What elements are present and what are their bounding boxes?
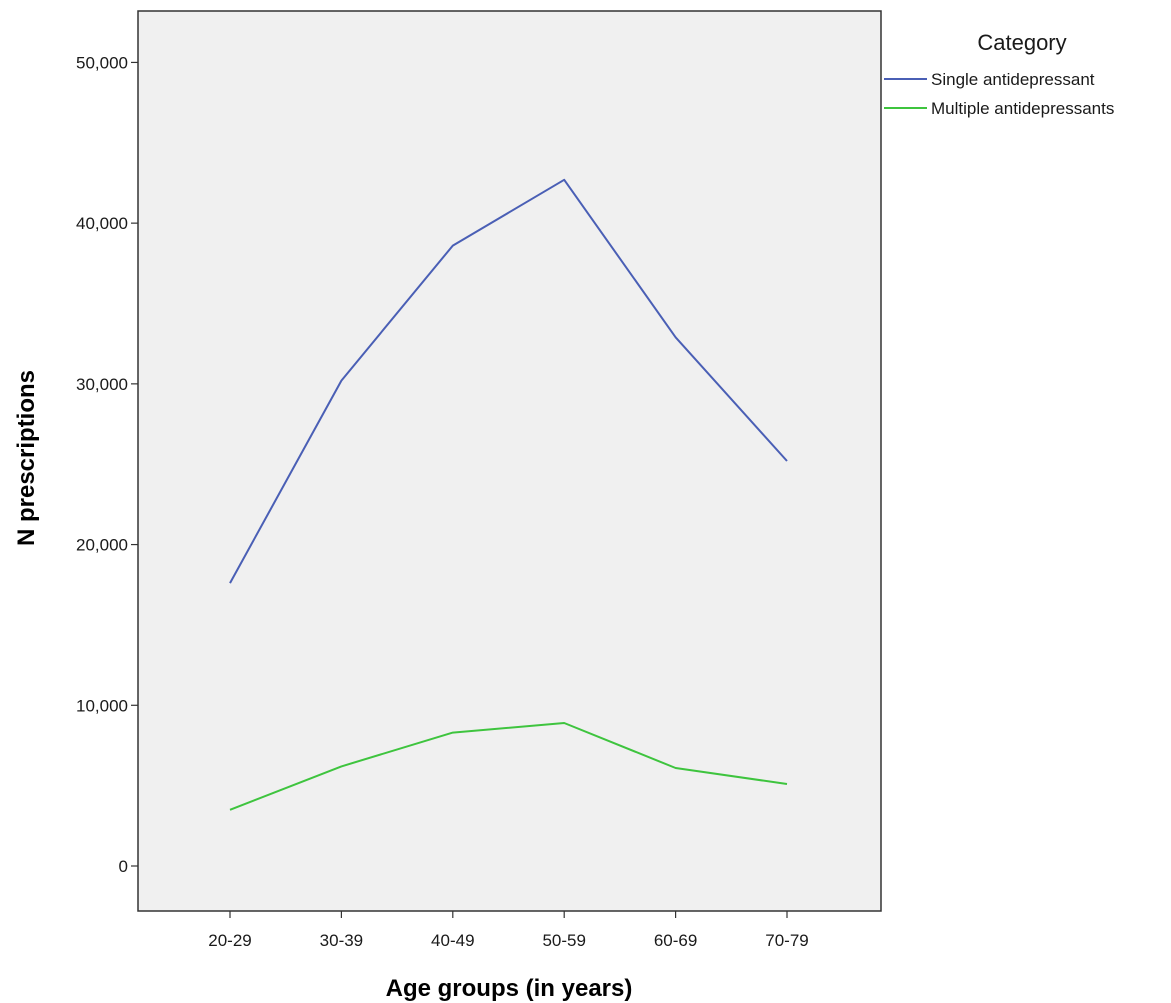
y-tick-label: 10,000 [76,696,128,715]
y-axis-title: N prescriptions [13,370,40,546]
series-line-1 [229,178,788,584]
y-axis: 0 10,000 20,000 30,000 40,000 50,000 [76,53,138,876]
legend-label: Single antidepressant [931,70,1095,89]
x-tick-label: 40-49 [431,931,474,950]
legend: Category Single antidepressant Multiple a… [884,30,1114,118]
legend-title: Category [977,30,1066,55]
x-tick-label: 20-29 [208,931,251,950]
x-tick-label: 50-59 [542,931,585,950]
y-tick-label: 0 [119,857,128,876]
legend-label: Multiple antidepressants [931,99,1114,118]
x-axis-title: Age groups (in years) [386,975,633,1002]
x-tick-label: 30-39 [320,931,363,950]
series-layer [229,178,788,811]
y-tick-label: 50,000 [76,53,128,72]
y-tick-label: 40,000 [76,214,128,233]
plot-area [137,10,882,912]
x-axis: 20-29 30-39 40-49 50-59 60-69 70-79 [208,911,809,950]
y-tick-label: 20,000 [76,536,128,555]
x-tick-label: 70-79 [765,931,808,950]
y-tick-label: 30,000 [76,375,128,394]
x-tick-label: 60-69 [654,931,697,950]
series-line-2 [229,722,788,811]
